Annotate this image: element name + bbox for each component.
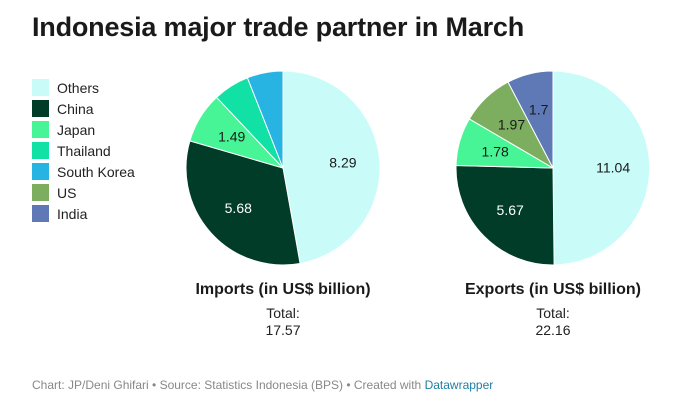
imports-total-label: Total: bbox=[266, 305, 300, 321]
imports-slice-south-korea bbox=[246, 70, 284, 169]
footer-credit: Chart: JP/Deni Ghifari • Source: Statist… bbox=[32, 378, 425, 392]
exports-slice-china bbox=[455, 165, 555, 266]
legend-swatch bbox=[32, 121, 49, 138]
imports-slice-label-japan: 1.49 bbox=[218, 129, 245, 145]
exports-total-value: 22.16 bbox=[535, 322, 571, 338]
legend-item-others: Others bbox=[32, 77, 135, 98]
legend-label: South Korea bbox=[57, 163, 135, 180]
imports-slice-label-others: 8.29 bbox=[329, 155, 356, 171]
legend-label: Others bbox=[57, 79, 100, 96]
exports-slice-label-others: 11.04 bbox=[596, 160, 630, 176]
imports-slice-label-china: 5.68 bbox=[225, 200, 252, 216]
legend-item-us: US bbox=[32, 182, 135, 203]
imports-slice-others bbox=[282, 70, 381, 265]
legend-swatch bbox=[32, 79, 49, 96]
legend: Others China Japan Thailand South Korea … bbox=[32, 77, 135, 224]
legend-item-japan: Japan bbox=[32, 119, 135, 140]
legend-swatch bbox=[32, 184, 49, 201]
legend-item-india: India bbox=[32, 203, 135, 224]
exports-slice-label-china: 5.67 bbox=[497, 202, 524, 218]
legend-swatch bbox=[32, 163, 49, 180]
exports-slice-india bbox=[507, 70, 554, 169]
legend-label: Thailand bbox=[57, 142, 111, 159]
legend-swatch bbox=[32, 100, 49, 117]
exports-slice-label-japan: 1.78 bbox=[482, 144, 509, 160]
exports-pie-caption: Exports (in US$ billion) bbox=[464, 281, 641, 298]
legend-label: China bbox=[57, 100, 94, 117]
chart-title: Indonesia major trade partner in March bbox=[32, 12, 525, 42]
legend-swatch bbox=[32, 142, 49, 159]
exports-total-label: Total: bbox=[536, 305, 570, 321]
imports-pie-caption: Imports (in US$ billion) bbox=[195, 281, 371, 298]
datawrapper-link[interactable]: Datawrapper bbox=[424, 378, 494, 392]
legend-item-thailand: Thailand bbox=[32, 140, 135, 161]
legend-label: India bbox=[57, 205, 88, 222]
legend-item-south-korea: South Korea bbox=[32, 161, 135, 182]
exports-slice-label-us: 1.97 bbox=[498, 116, 525, 132]
exports-slice-others bbox=[552, 70, 651, 266]
legend-label: US bbox=[57, 184, 77, 201]
legend-label: Japan bbox=[57, 121, 96, 138]
imports-slice-china bbox=[185, 140, 301, 266]
legend-swatch bbox=[32, 205, 49, 222]
imports-total-value: 17.57 bbox=[265, 322, 301, 338]
exports-slice-label-india: 1.7 bbox=[529, 102, 549, 118]
chart-footer: Chart: JP/Deni Ghifari • Source: Statist… bbox=[32, 378, 493, 392]
legend-item-china: China bbox=[32, 98, 135, 119]
